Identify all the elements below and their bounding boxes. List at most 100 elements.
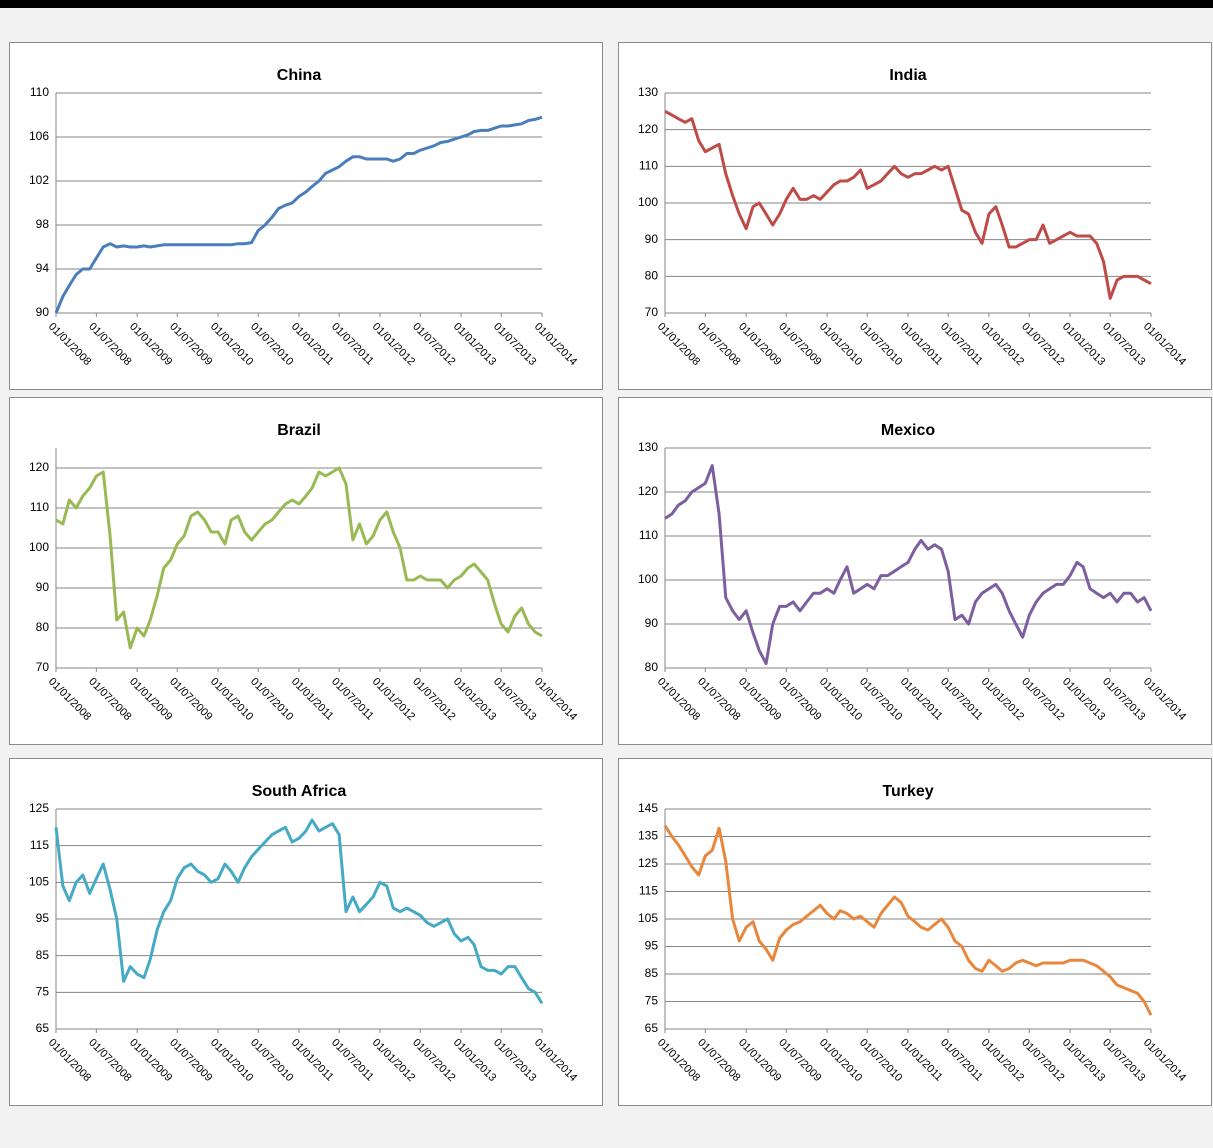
data-line: [663, 824, 1153, 1016]
y-tick-label: 120: [638, 122, 658, 136]
x-tick-label: 01/07/2009: [776, 321, 823, 368]
x-tick-label: 01/07/2010: [857, 1037, 904, 1084]
y-tick-label: 145: [638, 801, 658, 815]
x-tick-label: 01/07/2008: [86, 676, 133, 723]
x-tick-label: 01/01/2008: [46, 1037, 93, 1084]
y-tick-label: 105: [638, 911, 658, 925]
y-tick-label: 105: [29, 875, 49, 889]
y-tick-label: 110: [639, 528, 658, 542]
y-tick-label: 100: [638, 572, 658, 586]
x-tick-label: 01/07/2012: [1019, 676, 1066, 723]
x-tick-label: 01/07/2013: [1100, 1037, 1147, 1084]
y-tick-label: 95: [645, 939, 659, 953]
x-tick-label: 01/07/2010: [248, 1037, 295, 1084]
y-tick-label: 85: [645, 966, 659, 980]
x-tick-label: 01/01/2008: [655, 676, 702, 723]
chart-panel: Turkey 65 75 85 95 105 115 125 135 145 01/01/2008 0…: [618, 758, 1212, 1106]
x-tick-label: 01/01/2011: [289, 1037, 336, 1084]
x-tick-label: 01/01/2014: [1141, 1037, 1188, 1084]
x-tick-label: 01/07/2009: [167, 676, 214, 723]
x-tick-label: 01/07/2011: [938, 321, 985, 368]
x-tick-label: 01/07/2011: [938, 676, 985, 723]
y-tick-label: 90: [36, 305, 50, 319]
x-tick-label: 01/01/2011: [289, 676, 336, 723]
x-tick-label: 01/07/2013: [1100, 321, 1147, 368]
y-tick-label: 125: [29, 801, 49, 815]
chart: South Africa6575859510511512501/01/20080…: [29, 783, 579, 1084]
chart-title: Turkey: [882, 783, 933, 800]
data-line: [54, 818, 544, 1005]
x-tick-label: 01/01/2012: [370, 676, 417, 723]
y-tick-label: 100: [29, 540, 49, 554]
x-tick-label: 01/07/2010: [248, 321, 295, 368]
y-tick-label: 94: [36, 261, 50, 275]
y-tick-label: 110: [30, 85, 49, 99]
y-tick-label: 90: [645, 616, 659, 630]
x-tick-label: 01/01/2014: [532, 1037, 579, 1084]
x-tick-label: 01/07/2008: [695, 1037, 742, 1084]
y-tick-label: 95: [36, 911, 50, 925]
x-tick-label: 01/01/2012: [370, 321, 417, 368]
x-tick-label: 01/01/2011: [898, 321, 945, 368]
chart-title: South Africa: [252, 783, 347, 800]
x-tick-label: 01/07/2008: [695, 321, 742, 368]
y-tick-label: 120: [29, 460, 49, 474]
chart-panel: Mexico 80 90 100 110 120 130 01/01/2008 01/07/20…: [618, 397, 1212, 745]
y-tick-label: 100: [638, 195, 658, 209]
data-line: [664, 110, 1152, 300]
top-bar: [0, 0, 1213, 8]
chart: Turkey6575859510511512513514501/01/20080…: [638, 783, 1188, 1084]
x-tick-label: 01/07/2010: [857, 321, 904, 368]
y-tick-label: 80: [645, 269, 659, 283]
y-tick-label: 110: [30, 500, 49, 514]
y-tick-label: 65: [36, 1021, 50, 1035]
x-tick-label: 01/07/2012: [1019, 1037, 1066, 1084]
x-tick-label: 01/01/2008: [655, 1037, 702, 1084]
x-tick-label: 01/07/2013: [491, 676, 538, 723]
x-tick-label: 01/07/2010: [857, 676, 904, 723]
x-tick-label: 01/07/2009: [167, 1037, 214, 1084]
chart-panel: China 90 94 98 102 106 110 01/01/2008 01/07/2008…: [9, 42, 603, 390]
x-tick-label: 01/07/2012: [1019, 321, 1066, 368]
x-tick-label: 01/01/2008: [46, 676, 93, 723]
y-tick-label: 102: [29, 173, 49, 187]
data-line: [54, 115, 543, 314]
x-tick-label: 01/01/2011: [898, 676, 945, 723]
chart: Brazil70809010011012001/01/200801/07/200…: [29, 422, 579, 723]
x-tick-label: 01/07/2011: [329, 1037, 376, 1084]
y-tick-label: 85: [36, 948, 50, 962]
x-tick-label: 01/07/2013: [491, 321, 538, 368]
y-tick-label: 115: [30, 838, 49, 852]
x-tick-label: 01/07/2011: [329, 321, 376, 368]
x-tick-label: 01/07/2008: [86, 1037, 133, 1084]
x-tick-label: 01/07/2013: [1100, 676, 1147, 723]
y-tick-label: 80: [645, 660, 659, 674]
x-tick-label: 01/01/2014: [532, 321, 579, 368]
y-tick-label: 90: [36, 580, 50, 594]
y-tick-label: 106: [29, 129, 49, 143]
y-tick-label: 70: [36, 660, 50, 674]
x-tick-label: 01/01/2008: [46, 321, 93, 368]
x-tick-label: 01/01/2011: [898, 1037, 945, 1084]
x-tick-label: 01/01/2008: [655, 321, 702, 368]
x-tick-label: 01/01/2012: [979, 1037, 1026, 1084]
y-tick-label: 90: [645, 232, 659, 246]
chart-title: India: [889, 67, 926, 84]
x-tick-label: 01/07/2009: [167, 321, 214, 368]
chart-title: Mexico: [881, 422, 935, 439]
y-tick-label: 130: [638, 440, 658, 454]
x-tick-label: 01/01/2012: [370, 1037, 417, 1084]
chart: Mexico 80 90 100 110 120 130 01/01/2008 01/07/20…: [638, 422, 1188, 723]
data-line: [664, 464, 1153, 666]
y-tick-label: 80: [36, 620, 50, 634]
y-tick-label: 120: [638, 484, 658, 498]
x-tick-label: 01/07/2011: [938, 1037, 985, 1084]
x-tick-label: 01/07/2011: [329, 676, 376, 723]
y-tick-label: 98: [36, 217, 50, 231]
data-line: [55, 466, 543, 650]
x-tick-label: 01/01/2011: [289, 321, 336, 368]
y-tick-label: 110: [639, 159, 658, 173]
x-tick-label: 01/07/2013: [491, 1037, 538, 1084]
chart-panel: India 70 80 90 100 110 120 130 01/01/2008 01/07/2…: [618, 42, 1212, 390]
